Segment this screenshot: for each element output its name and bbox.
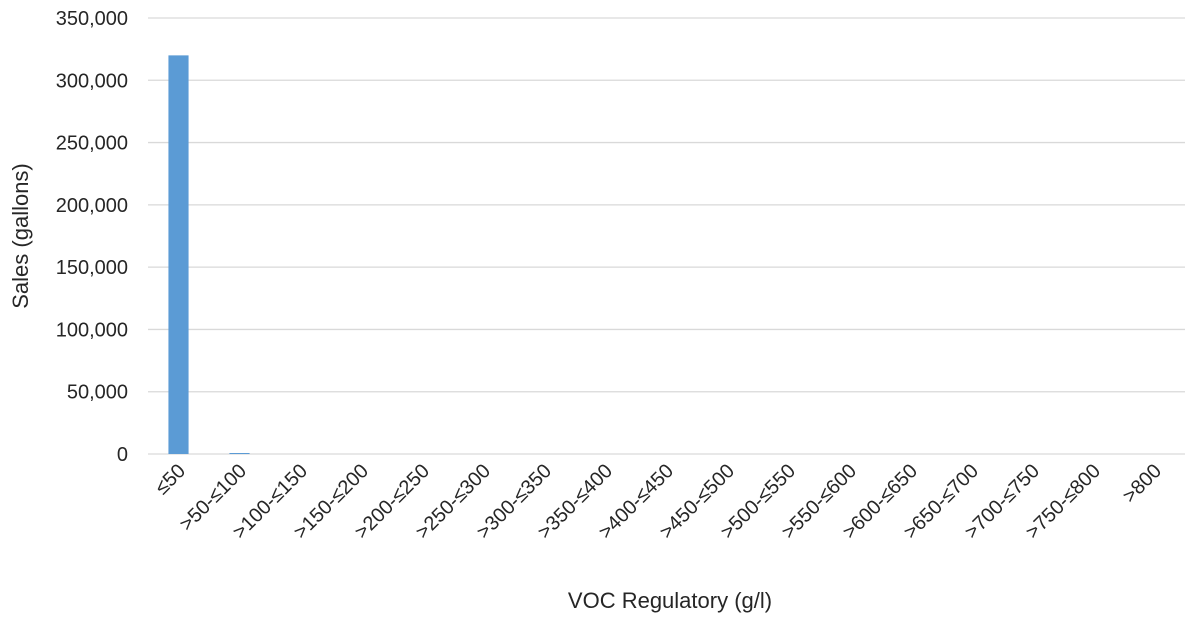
y-tick-label: 350,000 <box>56 8 128 30</box>
y-tick-label: 100,000 <box>56 319 128 341</box>
x-axis-title: VOC Regulatory (g/l) <box>568 588 772 613</box>
x-tick-labels: ≤50>50-≤100>100-≤150>150-≤200>200-≤250>2… <box>151 460 1166 543</box>
y-tick-label: 200,000 <box>56 195 128 217</box>
y-axis-title: Sales (gallons) <box>8 163 33 309</box>
y-tick-labels: 0 50,000 100,000 150,000 200,000 250,000 300,0… <box>56 8 128 466</box>
gridlines <box>148 17 1185 455</box>
y-tick-label: 300,000 <box>56 70 128 92</box>
y-tick-label: 250,000 <box>56 133 128 155</box>
bars <box>168 55 250 454</box>
bar <box>168 55 189 454</box>
bar <box>229 453 250 454</box>
x-tick-label: >800 <box>1119 460 1166 507</box>
y-tick-label: 150,000 <box>56 257 128 279</box>
y-tick-label: 0 <box>117 444 128 466</box>
y-tick-label: 50,000 <box>67 382 128 404</box>
x-tick-label: ≤50 <box>151 460 190 499</box>
